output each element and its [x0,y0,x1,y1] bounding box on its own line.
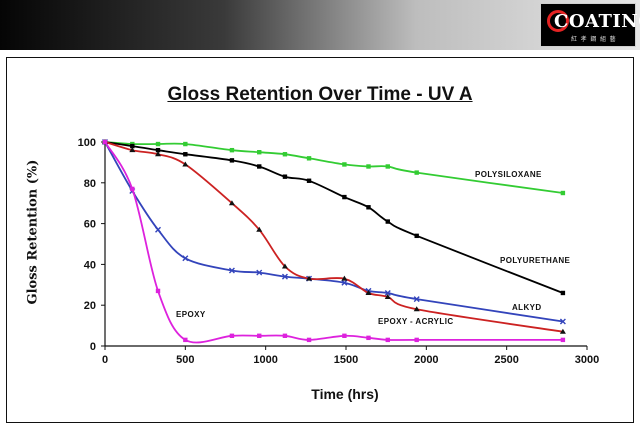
data-point-alkyd [256,269,263,276]
data-point-polyurethane [560,290,566,296]
series-labels: POLYSILOXANE POLYURETHANE ALKYD EPOXY - ACR… [176,170,571,326]
series-label-epoxy-acrylic: EPOXY - ACRYLIC [378,317,454,326]
data-point-polyurethane [385,219,390,224]
data-point-epoxy [229,333,235,338]
x-tick-label: 1500 [334,354,358,366]
data-point-polysiloxane [282,152,288,157]
x-tick-label: 3000 [575,354,599,366]
series-label-polysiloxane: POLYSILOXANE [475,170,542,179]
data-point-alkyd [341,279,348,286]
series-label-polyurethane: POLYURETHANE [500,256,571,265]
data-point-polyurethane [282,174,288,179]
chart-title: Gloss Retention Over Time - UV A [167,84,473,105]
data-point-polysiloxane [385,164,390,169]
coating-logo: COATING 紅 孝 鋼 組 藝 [540,3,640,47]
data-point-epoxy-acrylic [228,200,235,206]
data-point-polyurethane [414,233,419,239]
data-point-polyurethane [183,152,188,157]
data-point-epoxy-acrylic [129,147,136,153]
data-point-polysiloxane [183,141,188,147]
data-point-alkyd [182,255,189,262]
y-tick-label: 80 [84,178,96,190]
data-point-epoxy-acrylic [341,275,348,281]
data-point-polysiloxane [560,190,566,196]
x-tick-label: 500 [176,354,194,366]
data-point-epoxy-acrylic [306,275,313,281]
data-point-alkyd [155,226,162,233]
data-point-polyurethane [342,194,347,200]
data-point-polysiloxane [306,156,312,161]
data-point-epoxy-acrylic [413,306,420,312]
data-point-polyurethane [366,205,371,210]
data-point-epoxy [560,337,566,343]
x-axis-label: Time (hrs) [311,386,379,402]
data-point-epoxy [385,337,390,343]
data-point-epoxy [342,333,347,338]
data-point-polysiloxane [155,141,161,147]
data-point-polysiloxane [257,150,262,155]
data-point-polysiloxane [366,164,371,169]
y-tick-label: 40 [84,259,96,271]
data-point-alkyd [281,273,288,280]
logo-ring-icon [547,10,569,32]
data-point-alkyd [413,296,420,303]
logo-word: COATING [554,11,640,32]
header-band [0,0,640,50]
data-point-epoxy [183,337,188,343]
data-point-polyurethane [155,147,161,153]
data-point-polyurethane [229,158,235,163]
x-tick-label: 0 [102,354,108,366]
data-point-epoxy-acrylic [365,289,372,295]
chart-series [102,139,566,344]
data-point-epoxy [130,186,135,192]
series-label-epoxy: EPOXY [176,310,206,319]
x-tick-label: 1000 [253,354,277,366]
series-line-polyurethane [104,141,564,294]
series-line-polysiloxane [104,141,564,194]
x-tick-label: 2000 [414,354,438,366]
data-point-epoxy-acrylic [256,226,263,232]
data-point-epoxy-acrylic [384,294,391,300]
chart-frame [6,57,634,423]
data-point-epoxy [282,333,288,338]
series-label-alkyd: ALKYD [512,303,542,312]
data-point-alkyd [228,267,235,274]
logo-subtitle: 紅 孝 鋼 組 藝 [571,37,617,43]
chart-axes: 0 500 1000 1500 2000 2500 3000 0 20 40 60 80 100 [78,137,600,366]
x-tick-label: 2500 [494,354,518,366]
data-point-epoxy [102,139,108,145]
y-tick-label: 0 [90,341,96,353]
data-point-polyurethane [306,178,312,183]
data-point-alkyd [559,318,566,325]
data-point-polyurethane [130,143,135,149]
data-point-alkyd [384,289,391,296]
y-tick-label: 100 [78,137,96,149]
data-point-epoxy-acrylic [182,161,189,167]
y-tick-label: 20 [84,300,96,312]
data-point-polyurethane [257,164,262,169]
data-point-epoxy [366,335,371,341]
data-point-epoxy [414,337,419,343]
data-point-epoxy-acrylic [559,328,566,334]
data-point-polysiloxane [414,170,419,175]
y-tick-label: 60 [84,219,96,231]
data-point-polysiloxane [342,162,347,167]
data-point-polysiloxane [229,147,235,153]
data-point-epoxy [257,333,262,338]
data-point-epoxy [306,337,312,343]
data-point-epoxy-acrylic [155,151,162,157]
data-point-epoxy-acrylic [281,263,288,269]
series-line-alkyd [104,141,564,323]
data-point-epoxy [155,288,161,294]
